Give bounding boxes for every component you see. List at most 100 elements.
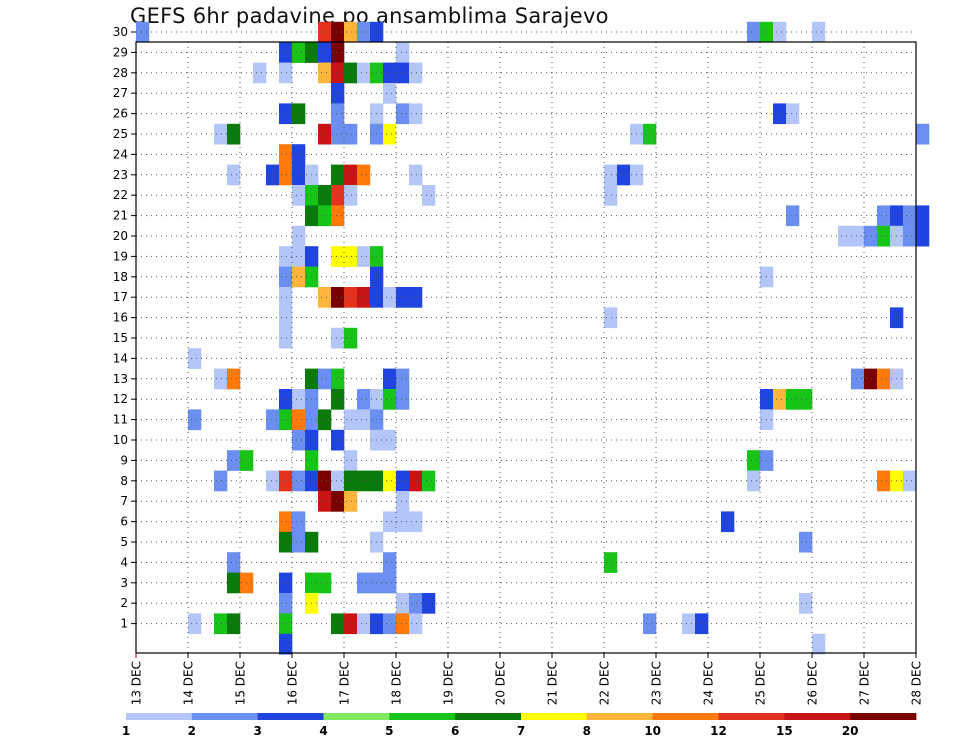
heatmap-cell — [383, 572, 397, 594]
y-tick-label: 22 — [113, 188, 128, 202]
x-tick-label: 25 DEC — [754, 661, 768, 705]
heatmap-cell — [396, 511, 410, 533]
legend-swatch — [784, 713, 851, 720]
heatmap-cell — [383, 368, 397, 390]
heatmap-cell — [344, 246, 358, 267]
heatmap-cell — [864, 368, 878, 390]
legend-swatch — [521, 713, 588, 720]
heatmap-cell — [318, 21, 332, 43]
heatmap-cell — [331, 21, 345, 43]
heatmap-cell — [383, 287, 397, 308]
y-tick-label: 6 — [120, 515, 128, 529]
heatmap-cell — [331, 287, 345, 308]
heatmap-cell — [344, 613, 358, 635]
heatmap-cell — [318, 62, 332, 84]
heatmap-cell — [877, 470, 891, 492]
x-tick-label: 13 DEC — [130, 661, 144, 705]
heatmap-cell — [721, 511, 735, 533]
heatmap-cell — [357, 164, 371, 186]
y-tick-label: 3 — [120, 576, 128, 590]
heatmap-cell — [643, 123, 657, 145]
heatmap-cell — [136, 21, 150, 43]
heatmap-cell — [396, 389, 410, 410]
heatmap-cell — [279, 633, 293, 655]
heatmap-cell — [318, 368, 332, 390]
heatmap-cell — [799, 531, 813, 553]
heatmap-cell — [188, 348, 202, 369]
heatmap-cell — [383, 552, 397, 573]
heatmap-cell — [279, 103, 293, 125]
heatmap-cell — [357, 613, 371, 635]
heatmap-cell — [266, 409, 280, 431]
heatmap-cell — [279, 470, 293, 492]
heatmap-cell — [292, 246, 306, 267]
heatmap-cell — [331, 429, 345, 451]
legend-label: 3 — [253, 724, 261, 738]
heatmap-cell — [188, 613, 202, 635]
heatmap-cell — [292, 389, 306, 410]
heatmap-cell — [383, 389, 397, 410]
y-tick-label: 19 — [113, 249, 128, 263]
heatmap-cell — [318, 572, 332, 594]
y-tick-label: 1 — [120, 617, 128, 631]
heatmap-cell — [357, 246, 371, 267]
heatmap-cell — [643, 613, 657, 635]
heatmap-cell — [682, 613, 696, 635]
heatmap-cell — [422, 593, 436, 614]
y-tick-label: 30 — [113, 25, 128, 39]
y-tick-label: 4 — [120, 555, 128, 569]
heatmap-cell — [344, 327, 358, 349]
heatmap-cell — [331, 491, 345, 512]
x-tick-label: 23 DEC — [650, 661, 664, 705]
heatmap-cell — [188, 409, 202, 431]
x-tick-label: 22 DEC — [598, 661, 612, 705]
heatmap-cell — [851, 225, 865, 247]
heatmap-cell — [292, 144, 306, 165]
heatmap-cell — [357, 287, 371, 308]
heatmap-cell — [331, 613, 345, 635]
x-tick-label: 15 DEC — [234, 661, 248, 705]
heatmap-cell — [214, 470, 228, 492]
heatmap-cell — [344, 470, 358, 492]
heatmap-cell — [916, 225, 930, 247]
legend-label: 6 — [451, 724, 459, 738]
heatmap-cell — [812, 633, 826, 655]
heatmap-cell — [409, 287, 423, 308]
y-tick-label: 11 — [113, 413, 128, 427]
heatmap-cell — [279, 246, 293, 267]
heatmap-cell — [357, 470, 371, 492]
heatmap-cell — [331, 327, 345, 349]
heatmap-cell — [409, 470, 423, 492]
heatmap-cell — [357, 572, 371, 594]
heatmap-cell — [227, 368, 241, 390]
heatmap-cell — [227, 613, 241, 635]
heatmap-cell — [331, 164, 345, 186]
heatmap-cell — [903, 205, 917, 227]
heatmap-cell — [292, 103, 306, 125]
heatmap-cell — [383, 83, 397, 104]
y-tick-label: 14 — [113, 351, 128, 365]
heatmap-cell — [227, 123, 241, 145]
heatmap-cell — [292, 511, 306, 533]
legend-swatch — [718, 713, 785, 720]
y-tick-label: 21 — [113, 209, 128, 223]
heatmap-cell — [344, 164, 358, 186]
heatmap-cell — [357, 409, 371, 431]
heatmap-cell — [279, 144, 293, 165]
heatmap-cell — [409, 62, 423, 84]
heatmap-cell — [318, 185, 332, 206]
legend-label: 2 — [188, 724, 196, 738]
heatmap-cell — [279, 613, 293, 635]
heatmap-cell — [331, 185, 345, 206]
heatmap-cell — [773, 103, 787, 125]
y-tick-label: 5 — [120, 535, 128, 549]
heatmap-cell — [318, 409, 332, 431]
heatmap-cell — [344, 21, 358, 43]
heatmap-cell — [279, 531, 293, 553]
x-tick-label: 14 DEC — [182, 661, 196, 705]
heatmap-cell — [331, 42, 345, 63]
heatmap-cell — [279, 409, 293, 431]
heatmap-cell — [773, 389, 787, 410]
heatmap-cell — [786, 205, 800, 227]
y-tick-label: 12 — [113, 392, 128, 406]
